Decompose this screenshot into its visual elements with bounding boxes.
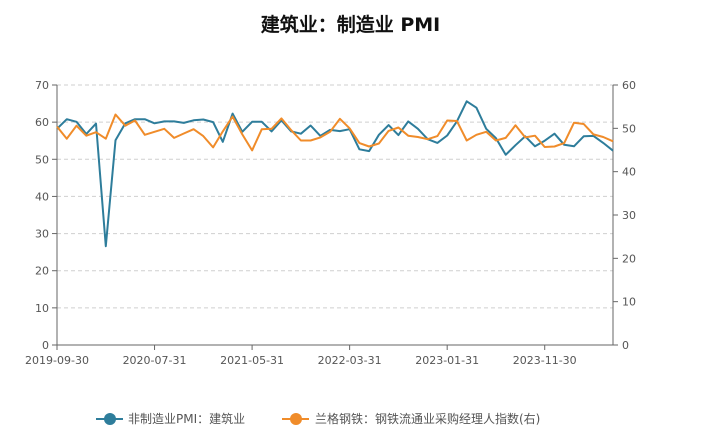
legend-label-steel-pmi: 兰格钢铁：钢铁流通业采购经理人指数(右) [315,411,540,426]
x-tick-label: 2022-03-31 [318,354,382,367]
series-line-construction-pmi [56,100,614,248]
x-tick-label: 2023-01-31 [415,354,479,367]
right-tick-label: 30 [622,209,636,222]
series-layer [56,100,614,248]
x-tick-label: 2021-05-31 [220,354,284,367]
x-tick-label: 2023-11-30 [513,354,577,367]
axes: 0 10 20 30 40 50 60 70 0 10 20 30 40 50 60 2019-09-30 20… [25,79,636,367]
right-tick-label: 40 [622,166,636,179]
right-tick-label: 20 [622,252,636,265]
right-tick-label: 60 [622,79,636,92]
left-tick-label: 20 [35,265,49,278]
chart-title: 建筑业：制造业 PMI [260,14,441,36]
legend-item-steel-pmi[interactable]: 兰格钢铁：钢铁流通业采购经理人指数(右) [282,411,540,426]
right-tick-label: 10 [622,296,636,309]
left-tick-label: 70 [35,79,49,92]
legend-swatch-dot-steel-pmi [290,413,302,425]
right-tick-label: 0 [622,339,629,352]
series-line-steel-pmi [56,113,614,152]
left-tick-label: 30 [35,228,49,241]
right-tick-label: 50 [622,122,636,135]
left-tick-label: 60 [35,116,49,129]
legend-swatch-dot-construction-pmi [104,413,116,425]
legend: 非制造业PMI：建筑业 兰格钢铁：钢铁流通业采购经理人指数(右) [96,411,540,426]
legend-label-construction-pmi: 非制造业PMI：建筑业 [128,411,245,426]
left-tick-label: 0 [42,339,49,352]
left-tick-label: 40 [35,190,49,203]
legend-item-construction-pmi[interactable]: 非制造业PMI：建筑业 [96,411,245,426]
left-tick-label: 50 [35,153,49,166]
left-tick-label: 10 [35,302,49,315]
x-tick-label: 2019-09-30 [25,354,89,367]
x-tick-label: 2020-07-31 [123,354,187,367]
